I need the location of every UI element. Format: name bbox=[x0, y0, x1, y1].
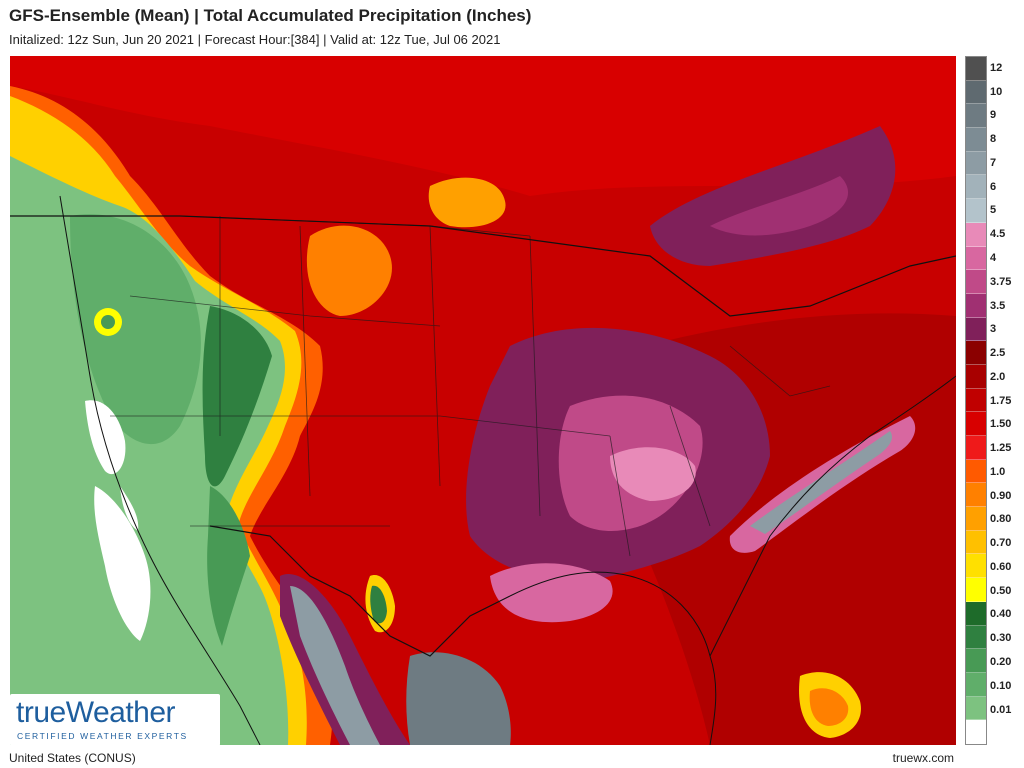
legend-label: 0.30 bbox=[990, 632, 1012, 645]
trueweather-logo: trueWeather CERTIFIED WEATHER EXPERTS bbox=[10, 694, 220, 746]
legend-swatch bbox=[966, 483, 986, 508]
great-lakes-magenta bbox=[710, 176, 849, 236]
oregon-green-center bbox=[101, 315, 115, 329]
legend-label: 9 bbox=[990, 109, 997, 122]
legend-swatch bbox=[966, 530, 986, 555]
legend-label: 5 bbox=[990, 204, 997, 217]
legend-label: 1.0 bbox=[990, 465, 1006, 478]
legend-label: 0.90 bbox=[990, 489, 1012, 502]
canada-border bbox=[10, 215, 956, 317]
map-title: GFS-Ensemble (Mean) | Total Accumulated … bbox=[9, 6, 532, 25]
map-subtitle: Initalized: 12z Sun, Jun 20 2021 | Forec… bbox=[9, 32, 501, 47]
legend-swatch bbox=[966, 104, 986, 129]
logo-tagline: CERTIFIED WEATHER EXPERTS bbox=[17, 731, 188, 741]
legend-label: 0.50 bbox=[990, 584, 1012, 597]
legend-swatch bbox=[966, 246, 986, 271]
legend-label: 3.5 bbox=[990, 299, 1006, 312]
caribbean-orange-core bbox=[809, 688, 849, 726]
logo-brand: trueWeather bbox=[16, 696, 176, 729]
legend-swatch bbox=[966, 649, 986, 673]
legend-swatch bbox=[966, 412, 986, 436]
north-red-band bbox=[10, 56, 956, 196]
legend-swatch bbox=[966, 80, 986, 105]
legend-label: 3 bbox=[990, 323, 997, 336]
legend-label: 4.5 bbox=[990, 228, 1006, 241]
texas-green-patch bbox=[370, 585, 387, 624]
legend-swatch bbox=[966, 436, 986, 460]
nevada-white-patch-2 bbox=[94, 486, 151, 641]
legend-swatch bbox=[966, 293, 986, 318]
legend-label: 2.5 bbox=[990, 347, 1006, 360]
legend-swatch bbox=[966, 151, 986, 176]
color-legend bbox=[965, 56, 987, 745]
legend-label: 2.0 bbox=[990, 370, 1006, 383]
legend-swatch bbox=[966, 578, 986, 602]
legend-swatch bbox=[966, 459, 986, 484]
mexico-border bbox=[209, 525, 511, 657]
legend-swatch bbox=[966, 625, 986, 650]
nevada-white-patch-1 bbox=[85, 400, 126, 475]
legend-swatch bbox=[966, 601, 986, 626]
legend-swatch bbox=[966, 270, 986, 294]
great-lakes-purple bbox=[650, 126, 896, 266]
south-mexico-grey bbox=[406, 652, 511, 745]
legend-label: 1.75 bbox=[990, 394, 1012, 407]
legend-swatch bbox=[966, 554, 986, 579]
legend-label: 4 bbox=[990, 252, 997, 264]
gulf-coastline bbox=[509, 571, 717, 745]
precipitation-field bbox=[10, 56, 956, 745]
legend-label: 1.25 bbox=[990, 442, 1012, 455]
interior-green-blob-1 bbox=[70, 214, 201, 445]
legend-label: 6 bbox=[990, 180, 997, 193]
legend-label: 12 bbox=[990, 61, 1003, 74]
legend-label bbox=[988, 721, 1024, 745]
legend-label: 1.50 bbox=[990, 418, 1012, 431]
legend-label: 10 bbox=[990, 85, 1003, 98]
legend-swatch bbox=[966, 388, 986, 413]
legend-swatch bbox=[966, 720, 986, 744]
legend-label: 8 bbox=[990, 133, 997, 146]
legend-label: 0.80 bbox=[990, 513, 1012, 526]
precipitation-map bbox=[10, 56, 956, 745]
legend-swatch bbox=[966, 364, 986, 389]
north-plains-orange bbox=[428, 177, 506, 228]
legend-label: 0.01 bbox=[990, 703, 1012, 716]
legend-swatch bbox=[966, 222, 986, 247]
plains-orange-patch bbox=[306, 225, 392, 316]
mexico-grey-band bbox=[290, 586, 380, 745]
legend-swatch bbox=[966, 317, 986, 342]
legend-swatch bbox=[966, 175, 986, 200]
legend-label: 0.70 bbox=[990, 537, 1012, 550]
site-url: truewx.com bbox=[892, 751, 954, 765]
legend-swatch bbox=[966, 696, 986, 721]
legend-swatch bbox=[966, 341, 986, 365]
atlantic-grey-streak bbox=[750, 431, 892, 534]
legend-label: 0.60 bbox=[990, 560, 1012, 573]
legend-labels: 12 10 9 8 7 6 5 4.5 4 3.75 3.5 3 2.5 2.0 1.75 1.50 1.25 1… bbox=[988, 56, 1024, 745]
state-borders bbox=[110, 215, 831, 557]
carolinas-pink bbox=[610, 447, 696, 501]
legend-swatch bbox=[966, 199, 986, 223]
legend-swatch bbox=[966, 672, 986, 697]
nevada-white-patch-3 bbox=[120, 486, 139, 531]
legend-swatch bbox=[966, 128, 986, 152]
legend-label: 0.10 bbox=[990, 679, 1012, 692]
legend-label: 7 bbox=[990, 156, 997, 169]
atlantic-coastline bbox=[709, 375, 956, 657]
legend-label: 0.40 bbox=[990, 608, 1012, 621]
legend-swatch bbox=[966, 57, 986, 81]
pacific-coastline bbox=[59, 195, 261, 745]
legend-swatch bbox=[966, 507, 986, 531]
legend-label: 0.20 bbox=[990, 656, 1012, 669]
gulf-coast-pink bbox=[490, 563, 613, 623]
legend-label: 3.75 bbox=[990, 275, 1012, 288]
region-label: United States (CONUS) bbox=[9, 751, 136, 765]
